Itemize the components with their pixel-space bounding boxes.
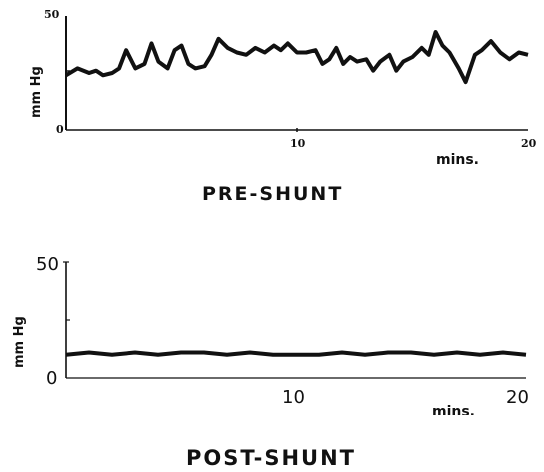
post-shunt-title: POST-SHUNT xyxy=(186,446,356,470)
x-tick-label-10: 10 xyxy=(282,387,305,408)
x-axis-unit: mins. xyxy=(432,404,475,415)
pre-shunt-title: PRE-SHUNT xyxy=(202,183,344,205)
x-axis-unit: mins. xyxy=(436,152,479,168)
post-shunt-chart: 50 0 10 20 mm Hg mins. xyxy=(12,254,529,415)
pre-shunt-chart: 50 0 10 20 mm Hg mins. xyxy=(29,8,537,168)
y-axis-label: mm Hg xyxy=(29,66,44,118)
y-tick-label-top: 50 xyxy=(36,254,59,275)
y-axis-label: mm Hg xyxy=(12,316,27,368)
pressure-trace xyxy=(65,350,527,357)
x-tick-label-10: 10 xyxy=(290,137,306,150)
y-tick-label-bottom: 0 xyxy=(46,368,57,389)
pressure-trace xyxy=(64,30,529,85)
x-tick-label-20: 20 xyxy=(521,137,537,150)
x-tick-label-20: 20 xyxy=(506,387,529,408)
y-tick-label-bottom: 0 xyxy=(56,123,64,136)
y-tick-label-top: 50 xyxy=(44,8,60,21)
